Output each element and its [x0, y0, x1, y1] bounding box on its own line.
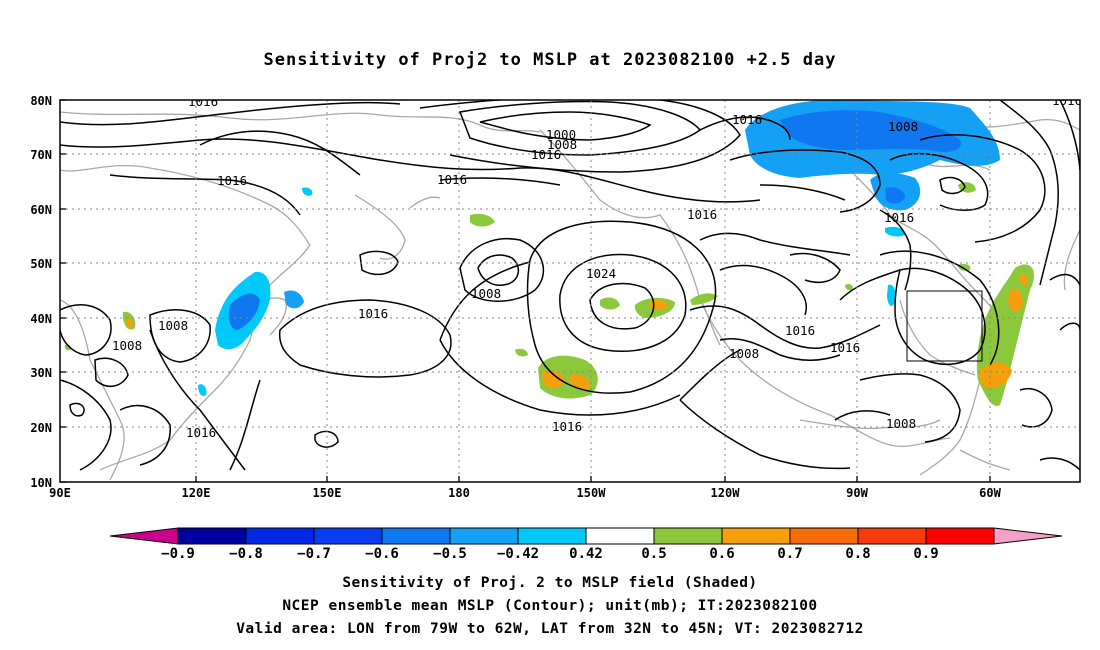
contour-label: 1008	[547, 137, 577, 152]
contour-label: 1016	[437, 172, 467, 187]
contour-label: 1016	[785, 323, 815, 338]
colorbar-tick-label: −0.8	[229, 546, 263, 562]
lon-label-90e: 90E	[49, 486, 71, 500]
contour-label: 1008	[471, 286, 501, 301]
colorbar-tick-label: 0.7	[777, 546, 802, 562]
sensitivity-shading	[64, 100, 1035, 406]
lon-label-120w: 120W	[711, 486, 741, 500]
contour-label: 1016	[884, 210, 914, 225]
contour-label: 1016	[531, 147, 561, 162]
colorbar-tick-label: −0.5	[433, 546, 467, 562]
lon-label-60w: 60W	[979, 486, 1001, 500]
lat-label-20n: 20N	[30, 421, 52, 435]
mslp-contours	[60, 100, 1080, 471]
lat-label-30n: 30N	[30, 366, 52, 380]
colorbar	[109, 527, 1063, 545]
contour-label: 1016	[552, 419, 582, 434]
map-frame	[59, 99, 1081, 483]
contour-label: 1016	[358, 306, 388, 321]
lat-label-40n: 40N	[30, 312, 52, 326]
contour-label: 1016	[217, 173, 247, 188]
longitude-labels: 90E 120E 150E 180 150W 120W 90W 60W	[49, 486, 1001, 500]
lat-label-60n: 60N	[30, 203, 52, 217]
lon-label-120e: 120E	[182, 486, 211, 500]
colorbar-tick-label: −0.9	[161, 546, 195, 562]
colorbar-swatch	[313, 527, 383, 545]
colorbar-swatch	[585, 527, 655, 545]
colorbar-swatch	[721, 527, 791, 545]
footer-line-3: Valid area: LON from 79W to 62W, LAT fro…	[236, 621, 864, 637]
contour-labels: 1016 1000 1008 1016 1016 1008 1016 1016 …	[112, 93, 1082, 440]
colorbar-tick-label: −0.42	[497, 546, 539, 562]
colorbar-swatch	[449, 527, 519, 545]
colorbar-tick-label: 0.9	[913, 546, 938, 562]
colorbar-tick-label: 0.8	[845, 546, 870, 562]
footer-line-2: NCEP ensemble mean MSLP (Contour); unit(…	[282, 598, 818, 614]
lon-label-150e: 150E	[313, 486, 342, 500]
lon-label-150w: 150W	[577, 486, 607, 500]
page-title: Sensitivity of Proj2 to MSLP at 20230821…	[263, 50, 837, 70]
lat-label-10n: 10N	[30, 476, 52, 490]
colorbar-arrow-high	[993, 527, 1063, 545]
contour-label: 1016	[687, 207, 717, 222]
graticule	[60, 100, 1080, 482]
contour-label: 1008	[886, 416, 916, 431]
contour-label: 1008	[888, 119, 918, 134]
colorbar-tick-label: −0.6	[365, 546, 399, 562]
colorbar-tick-label: 0.42	[569, 546, 603, 562]
colorbar-swatch	[789, 527, 859, 545]
axis-ticks	[60, 99, 991, 483]
contour-label: 1016	[1052, 93, 1082, 108]
colorbar-swatch	[381, 527, 451, 545]
contour-label: 1024	[586, 266, 616, 281]
lat-label-70n: 70N	[30, 148, 52, 162]
colorbar-tick-label: −0.7	[297, 546, 331, 562]
colorbar-swatch	[245, 527, 315, 545]
lat-label-80n: 80N	[30, 94, 52, 108]
lon-label-180: 180	[448, 486, 470, 500]
contour-label: 1016	[188, 94, 218, 109]
contour-label: 1000	[546, 127, 576, 142]
colorbar-swatch	[177, 527, 247, 545]
contour-label: 1016	[732, 112, 762, 127]
footer-line-1: Sensitivity of Proj. 2 to MSLP field (Sh…	[342, 575, 758, 591]
colorbar-tick-label: 0.6	[709, 546, 734, 562]
lat-label-50n: 50N	[30, 257, 52, 271]
colorbar-swatch	[653, 527, 723, 545]
lon-label-90w: 90W	[846, 486, 868, 500]
contour-label: 1016	[186, 425, 216, 440]
colorbar-tick-label: 0.5	[641, 546, 666, 562]
contour-label: 1008	[112, 338, 142, 353]
valid-area-box	[906, 290, 983, 362]
contour-label: 1008	[158, 318, 188, 333]
colorbar-swatch	[857, 527, 927, 545]
colorbar-swatch	[925, 527, 995, 545]
colorbar-labels: −0.9 −0.8 −0.7 −0.6 −0.5 −0.42 0.42 0.5 0.6 0.7 0.…	[161, 546, 939, 562]
colorbar-arrow-low	[109, 527, 179, 545]
contour-label: 1008	[729, 346, 759, 361]
colorbar-swatch	[517, 527, 587, 545]
latitude-labels: 80N 70N 60N 50N 40N 30N 20N 10N	[30, 94, 52, 490]
contour-label: 1016	[830, 340, 860, 355]
